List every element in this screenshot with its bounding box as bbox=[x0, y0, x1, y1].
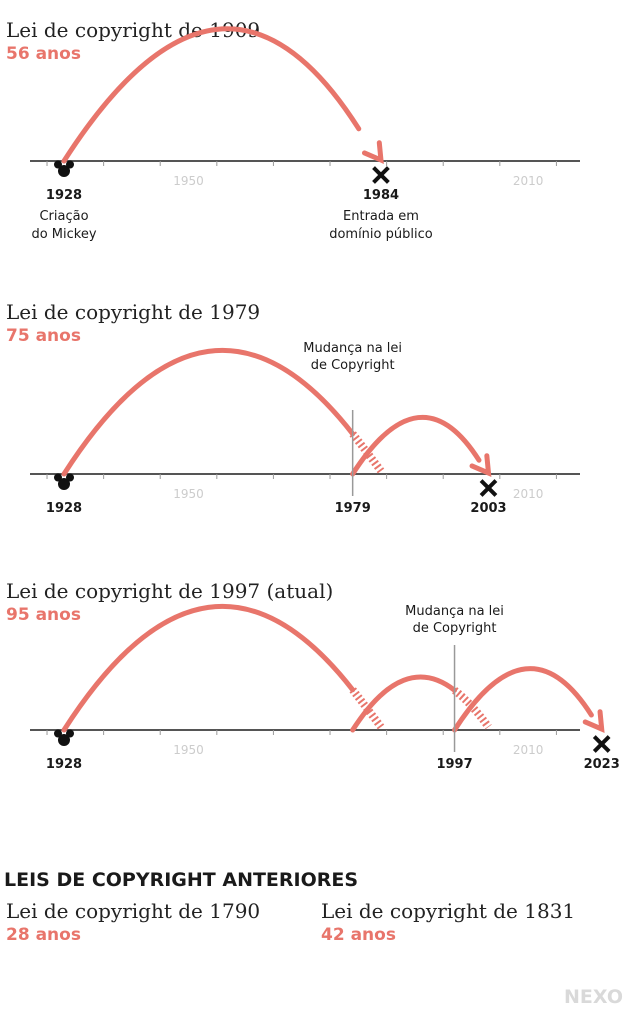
timeline-graphic: 1950 2010 1979 Mudança na lei de Copyright 19… bbox=[30, 341, 580, 516]
previous-laws-heading: LEIS DE COPYRIGHT ANTERIORES bbox=[4, 869, 358, 891]
timeline-1909: Lei de copyright de 1909 56 anos 1950 201… bbox=[6, 18, 580, 242]
protection-arc bbox=[452, 666, 594, 733]
axis-tick-label: 2010 bbox=[513, 487, 544, 501]
end-year-label: 2003 bbox=[470, 501, 506, 516]
start-year-label: 1928 bbox=[46, 501, 82, 516]
change-note: de Copyright bbox=[413, 621, 497, 636]
change-note: Mudança na lei bbox=[303, 341, 402, 356]
mickey-face bbox=[58, 734, 70, 746]
arrowhead bbox=[582, 709, 605, 733]
arrowhead bbox=[361, 140, 384, 164]
protection-arc bbox=[350, 414, 482, 477]
change-year-label: 1997 bbox=[436, 757, 472, 772]
mickey-ear-left bbox=[54, 473, 62, 482]
mickey-ear-left bbox=[54, 160, 62, 169]
previous-law-title: Lei de copyright de 1831 bbox=[321, 899, 575, 923]
protection-arc bbox=[61, 26, 362, 164]
previous-law-duration: 42 anos bbox=[321, 925, 396, 945]
arcs bbox=[61, 348, 492, 477]
timeline-title: Lei de copyright de 1979 bbox=[6, 300, 260, 324]
axis-tick-label: 2010 bbox=[513, 174, 544, 188]
x-mark-stroke bbox=[592, 735, 611, 753]
timeline-1997: Lei de copyright de 1997 (atual) 95 anos… bbox=[6, 579, 620, 772]
change-note: de Copyright bbox=[311, 358, 395, 373]
timeline-graphic: 1950 2010 1997 Mudança na lei de Copyright 19… bbox=[30, 604, 620, 772]
timeline-title: Lei de copyright de 1997 (atual) bbox=[6, 579, 333, 603]
arcs bbox=[61, 26, 384, 164]
axis-tick-label: 1950 bbox=[173, 743, 204, 757]
protection-arc bbox=[61, 604, 356, 733]
change-note: Mudança na lei bbox=[405, 604, 504, 619]
change-year-label: 1979 bbox=[335, 501, 371, 516]
mickey-ear-right bbox=[66, 160, 74, 169]
mickey-face bbox=[58, 165, 70, 177]
previous-law-title: Lei de copyright de 1790 bbox=[6, 899, 260, 923]
mickey-head-icon bbox=[54, 729, 74, 746]
protection-arc bbox=[350, 674, 458, 733]
mickey-head-icon bbox=[54, 473, 74, 490]
timeline-1979: Lei de copyright de 1979 75 anos 1950 201… bbox=[6, 300, 580, 516]
start-caption: do Mickey bbox=[31, 227, 96, 242]
end-year-label: 1984 bbox=[363, 188, 399, 203]
previous-laws: LEIS DE COPYRIGHT ANTERIORES Lei de copy… bbox=[4, 869, 575, 945]
x-mark-icon bbox=[372, 166, 390, 184]
start-caption: Criação bbox=[39, 209, 88, 224]
brand-logo: NEXO bbox=[564, 986, 623, 1008]
end-caption: Entrada em bbox=[343, 209, 419, 224]
protection-arc bbox=[61, 348, 356, 477]
axis-tick-label: 1950 bbox=[173, 487, 204, 501]
mickey-ear-right bbox=[66, 473, 74, 482]
x-mark-stroke bbox=[372, 166, 390, 184]
arrowhead bbox=[469, 453, 492, 477]
start-year-label: 1928 bbox=[46, 188, 82, 203]
x-mark-icon bbox=[592, 735, 611, 753]
start-year-label: 1928 bbox=[46, 757, 82, 772]
mickey-ear-right bbox=[66, 729, 74, 738]
mickey-head-icon bbox=[54, 160, 74, 177]
previous-law-duration: 28 anos bbox=[6, 925, 81, 945]
mickey-ear-left bbox=[54, 729, 62, 738]
timeline-duration: 95 anos bbox=[6, 605, 81, 625]
x-mark-icon bbox=[479, 479, 498, 497]
mickey-face bbox=[58, 478, 70, 490]
timeline-graphic: 1950 2010 1928 1984 Criação do Mickey Entrada … bbox=[30, 26, 580, 242]
arcs bbox=[61, 604, 605, 733]
end-year-label: 2023 bbox=[584, 757, 620, 772]
x-mark-stroke bbox=[479, 479, 498, 497]
timeline-duration: 75 anos bbox=[6, 326, 81, 346]
axis-tick-label: 2010 bbox=[513, 743, 544, 757]
axis-tick-label: 1950 bbox=[173, 174, 204, 188]
timeline-duration: 56 anos bbox=[6, 44, 81, 64]
end-caption: domínio público bbox=[329, 227, 433, 242]
